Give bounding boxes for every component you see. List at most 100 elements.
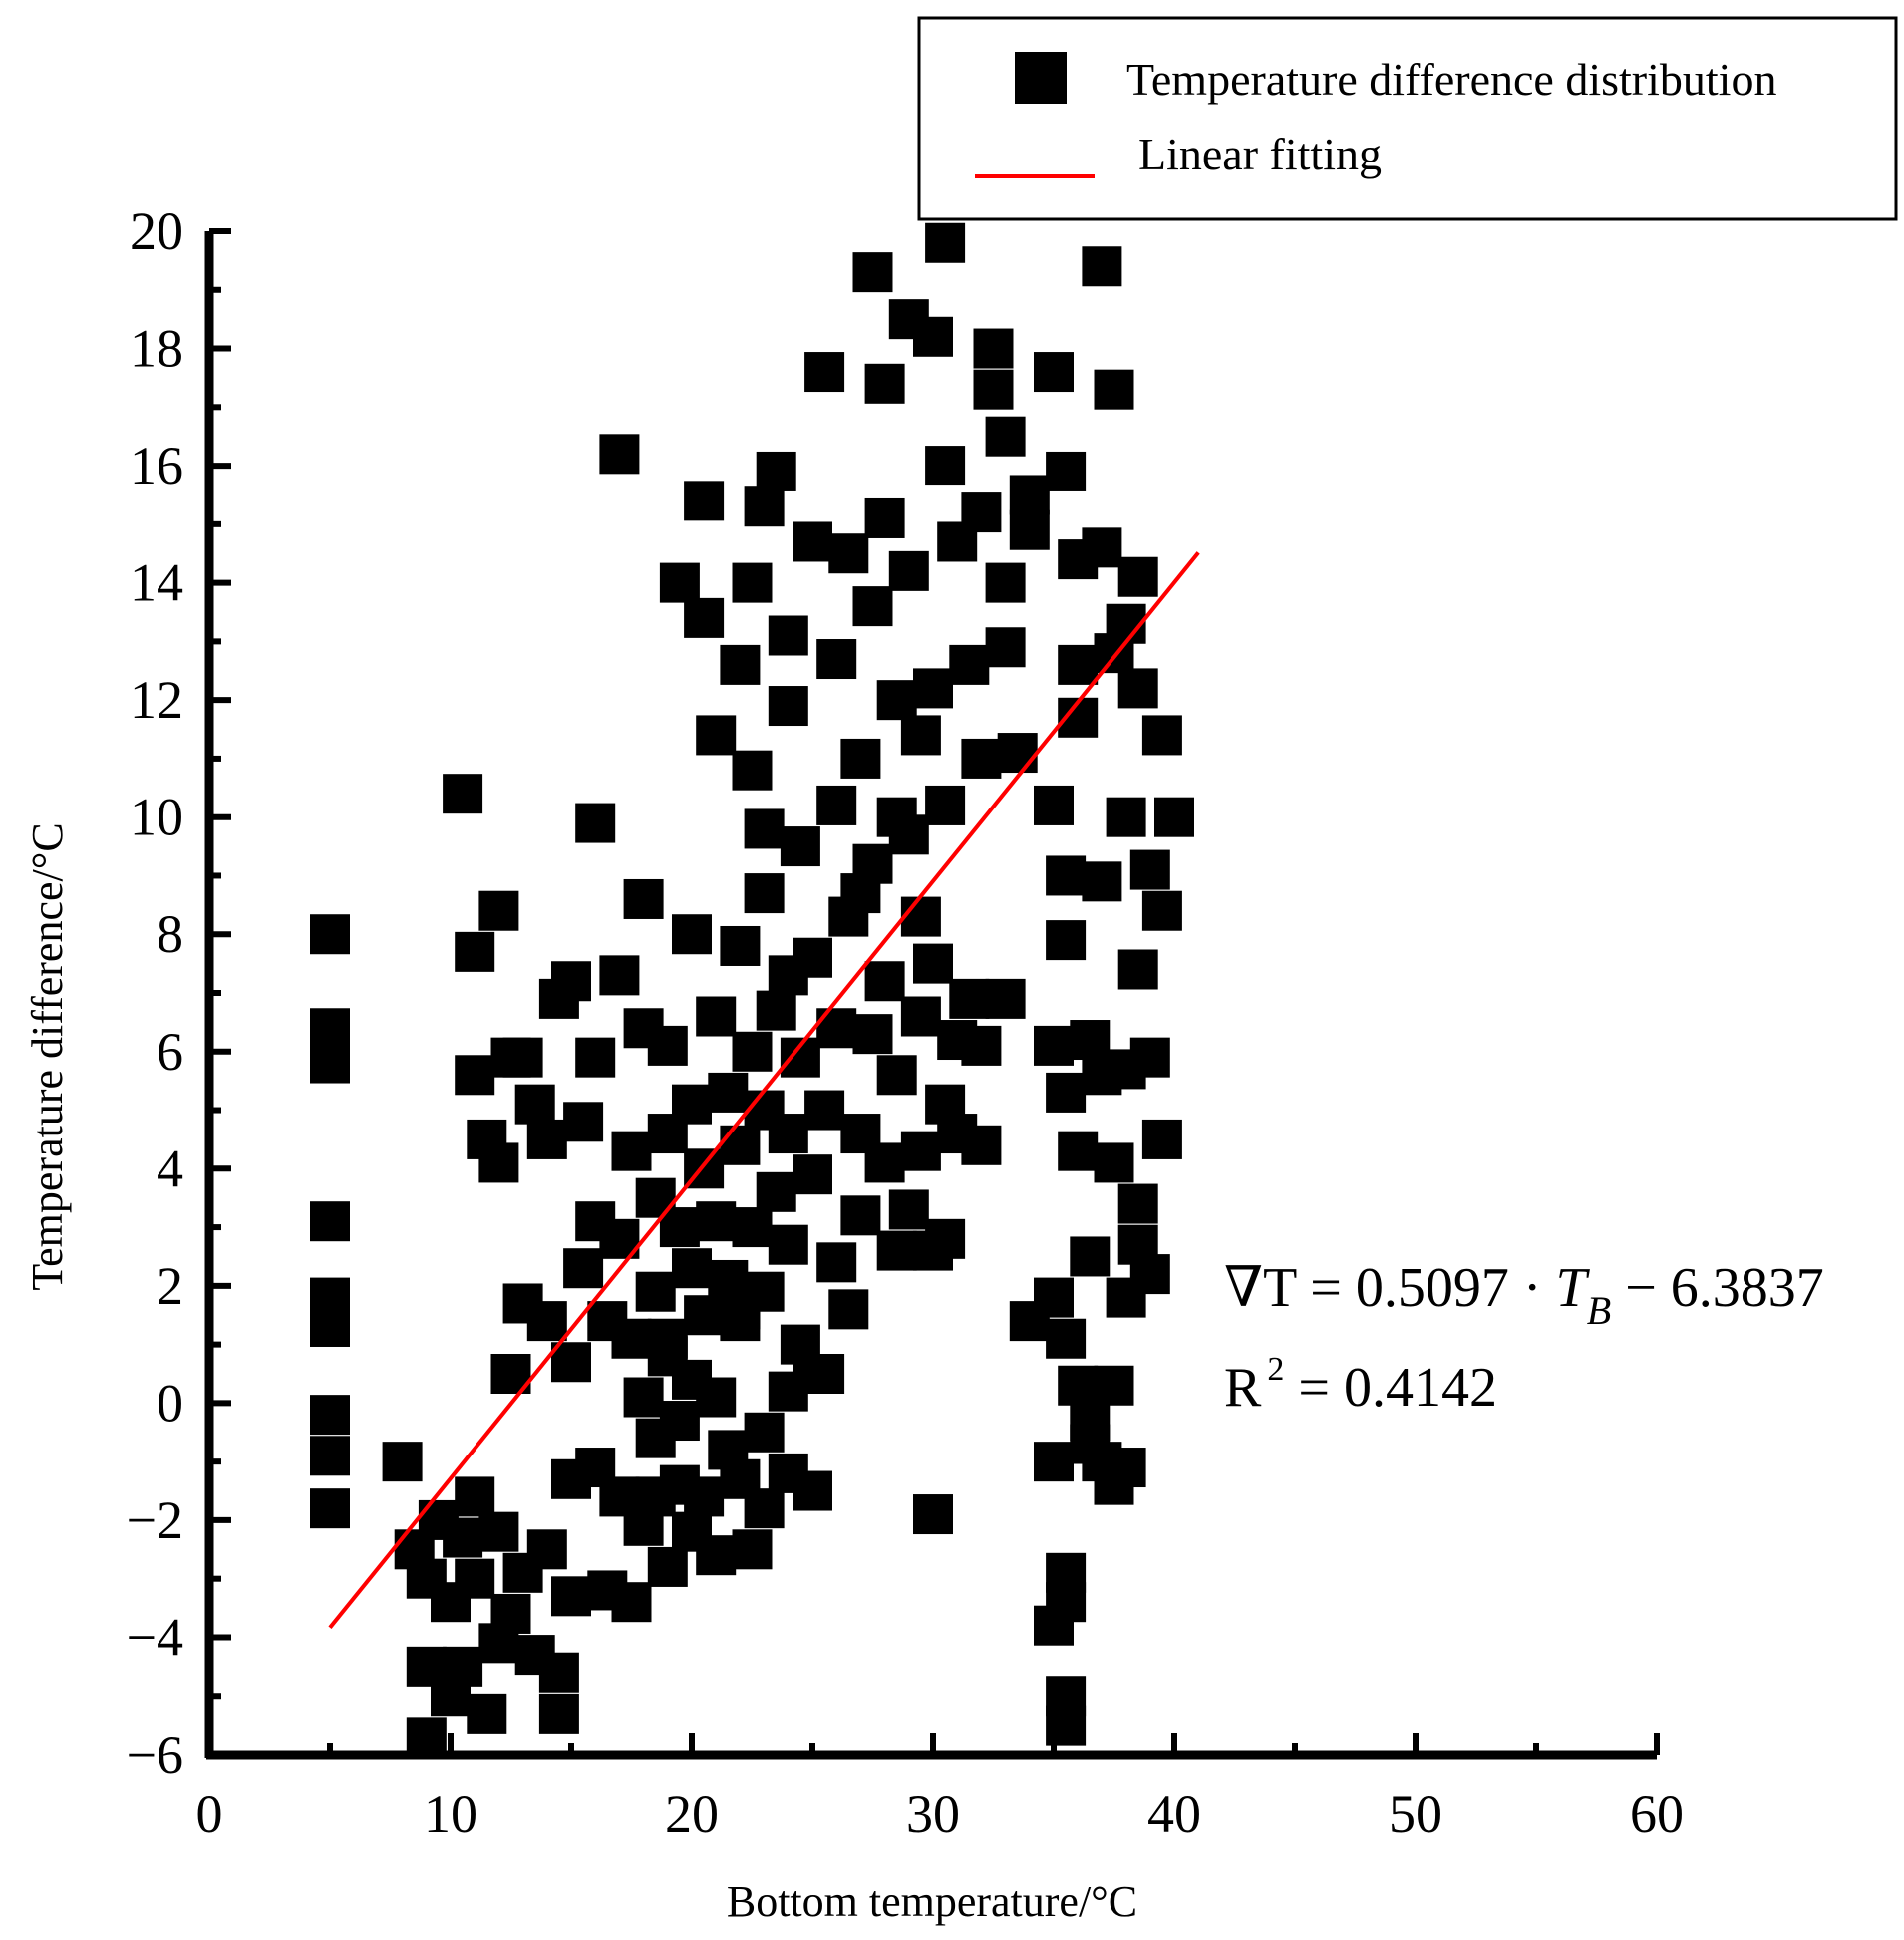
data-point <box>793 1154 832 1195</box>
data-point <box>538 1652 579 1693</box>
y-tick-label: 18 <box>130 319 183 379</box>
data-point <box>852 1014 893 1055</box>
data-point <box>720 1289 761 1330</box>
data-point <box>635 1418 676 1458</box>
data-point <box>611 1131 652 1171</box>
data-point <box>852 252 893 293</box>
data-point <box>985 978 1026 1019</box>
data-point <box>985 562 1026 603</box>
data-point <box>526 1529 567 1570</box>
data-point <box>310 1201 350 1242</box>
data-point <box>925 785 966 825</box>
data-point <box>647 1318 688 1359</box>
axes <box>204 228 1660 1760</box>
data-point <box>925 222 966 263</box>
equation-subscript: B <box>1587 1288 1611 1333</box>
data-point <box>985 416 1026 457</box>
data-point <box>647 1546 688 1587</box>
y-tick-labels: −6 −4 −2 0 2 4 6 8 10 12 14 16 18 20 <box>127 201 183 1784</box>
data-point <box>720 925 761 966</box>
data-point <box>840 738 881 779</box>
r-squared-value: = 0.4142 <box>1284 1357 1497 1419</box>
data-point <box>961 738 1002 779</box>
data-point <box>455 1055 495 1096</box>
data-point <box>1046 855 1087 896</box>
data-point <box>684 481 725 521</box>
data-point <box>864 961 905 1002</box>
data-point <box>900 1131 941 1171</box>
data-point <box>672 1248 712 1289</box>
data-point <box>840 873 881 914</box>
data-point <box>720 644 761 685</box>
y-tick-label: 6 <box>157 1022 183 1082</box>
data-point <box>696 715 737 756</box>
data-point <box>310 1043 350 1084</box>
data-point <box>925 446 966 486</box>
x-tick-label: 50 <box>1389 1784 1442 1844</box>
data-point <box>780 826 820 867</box>
data-point <box>647 1025 688 1066</box>
data-point <box>684 597 725 638</box>
data-point <box>732 562 773 603</box>
data-point <box>744 1488 785 1529</box>
data-point <box>696 1535 737 1576</box>
data-point <box>732 1207 773 1248</box>
data-point <box>1070 1424 1111 1464</box>
data-point <box>684 1476 725 1517</box>
data-point <box>455 1476 495 1517</box>
data-point <box>538 1693 579 1734</box>
data-point <box>575 803 616 843</box>
data-point <box>900 896 941 937</box>
data-point <box>793 1470 832 1511</box>
data-point <box>551 1576 591 1617</box>
data-point <box>310 1306 350 1347</box>
data-point <box>1117 949 1158 990</box>
data-point <box>864 497 905 538</box>
data-point <box>732 1031 773 1072</box>
y-tick-label: 16 <box>130 436 183 495</box>
data-point <box>1034 352 1074 393</box>
data-point <box>876 680 917 721</box>
data-point <box>1046 920 1087 961</box>
data-point <box>708 1430 749 1470</box>
data-point <box>720 1125 761 1165</box>
data-point <box>793 521 832 562</box>
data-point <box>672 1084 712 1125</box>
data-point <box>611 1582 652 1623</box>
data-point <box>997 733 1038 774</box>
fit-line-group <box>328 551 1200 1630</box>
legend-label-scatter: Temperature difference distribution <box>1126 54 1776 105</box>
data-point <box>1046 451 1087 491</box>
data-point <box>744 808 785 849</box>
data-point <box>756 1171 796 1212</box>
data-point <box>1106 1448 1146 1488</box>
data-point <box>1106 797 1146 837</box>
data-point <box>876 797 917 837</box>
data-point <box>1082 861 1122 902</box>
data-point <box>443 1646 483 1687</box>
data-point <box>961 1125 1002 1165</box>
y-tick-label: 2 <box>157 1256 183 1316</box>
y-tick-label: −2 <box>127 1490 183 1550</box>
y-tick-label: 4 <box>157 1138 183 1198</box>
data-point <box>1058 644 1099 685</box>
data-point <box>1141 715 1182 756</box>
data-point <box>1082 527 1122 568</box>
data-point <box>961 1025 1002 1066</box>
data-point <box>443 774 483 814</box>
data-point <box>1129 1037 1170 1078</box>
data-point <box>1034 1605 1074 1646</box>
data-point <box>744 1412 785 1453</box>
data-point <box>659 562 700 603</box>
data-point <box>1117 668 1158 709</box>
x-tick-labels: 0 10 20 30 40 50 60 <box>196 1784 1685 1844</box>
data-point <box>816 1242 857 1283</box>
data-point <box>623 1377 664 1418</box>
data-point <box>768 615 808 656</box>
data-point <box>1009 509 1050 550</box>
data-point <box>1094 369 1134 410</box>
data-point <box>635 1271 676 1312</box>
data-point <box>913 943 953 984</box>
data-point <box>732 1529 773 1570</box>
